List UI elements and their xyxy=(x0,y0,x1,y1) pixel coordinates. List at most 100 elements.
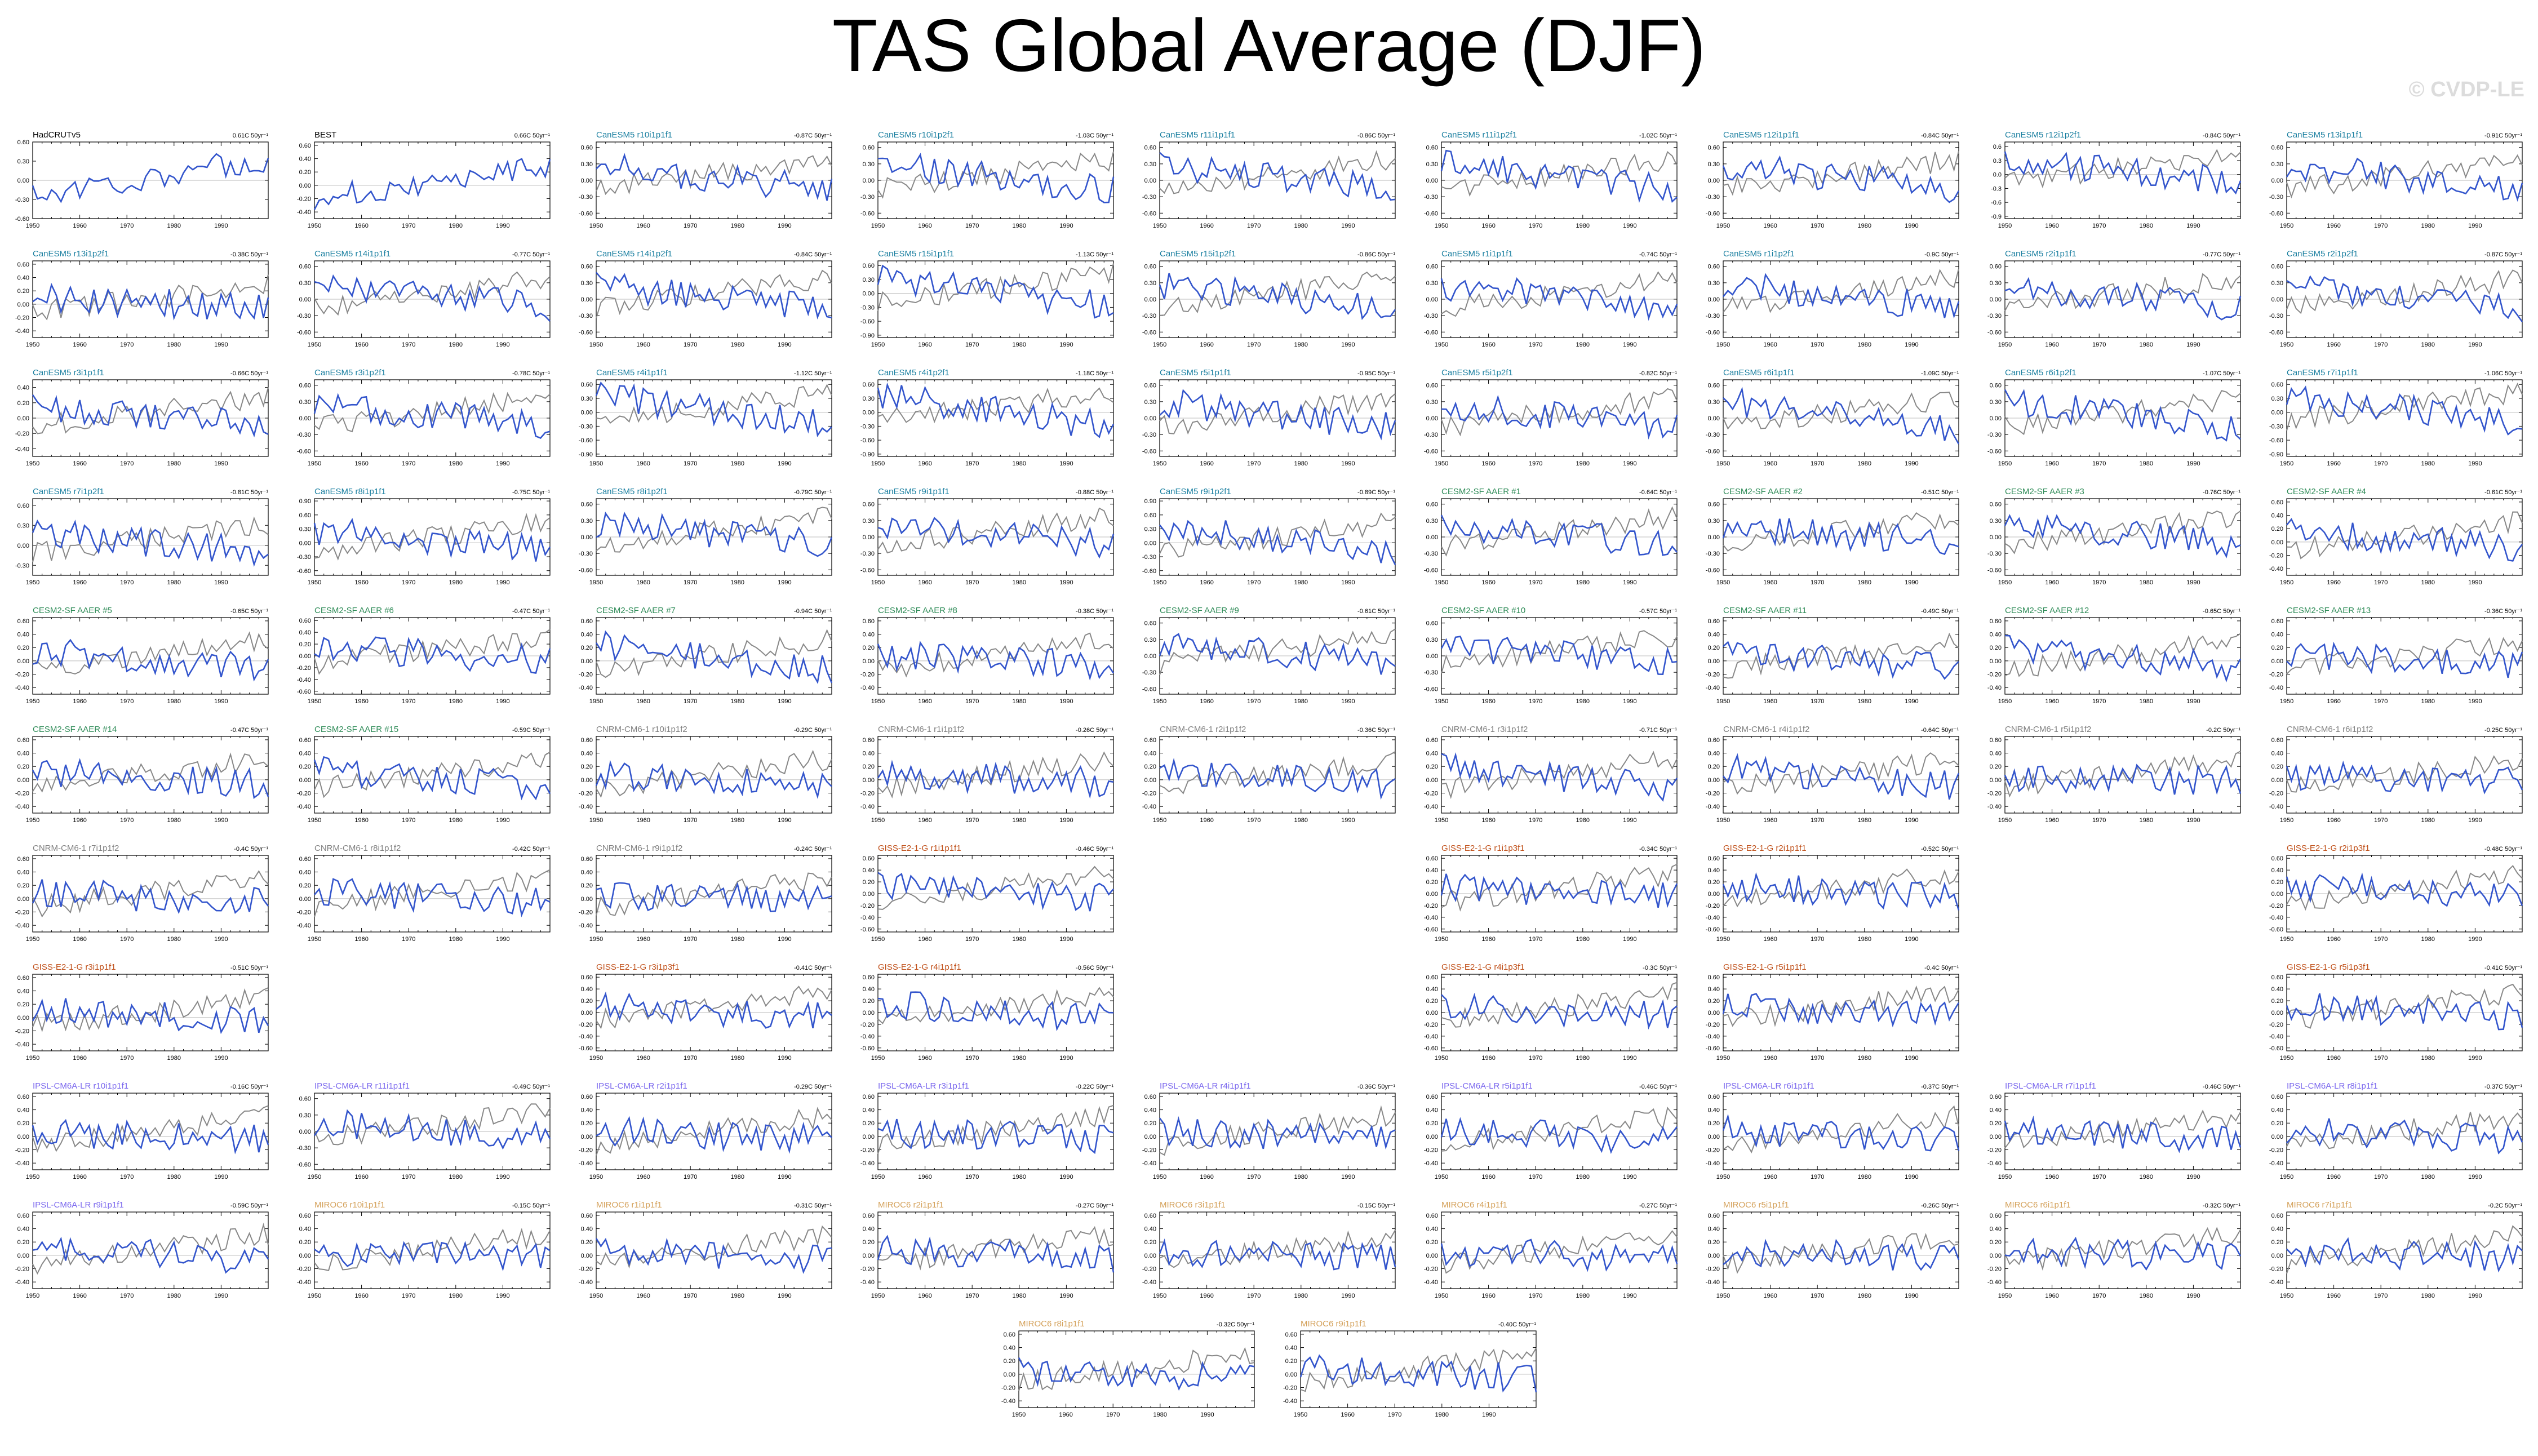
x-tick-label: 1980 xyxy=(449,936,463,943)
y-tick-label: 0.40 xyxy=(2271,751,2283,757)
y-tick-label: -0.60 xyxy=(15,216,29,223)
model-series-line xyxy=(1159,633,1396,675)
panel-label: CanESM5 r12i1p2f1 xyxy=(2005,130,2081,140)
y-tick-label: 0.00 xyxy=(299,415,311,422)
x-tick-label: 1990 xyxy=(1341,579,1355,586)
y-tick-label: 0.30 xyxy=(299,399,311,406)
y-tick-label: 0.00 xyxy=(1426,777,1438,784)
x-tick-label: 1960 xyxy=(1763,698,1777,705)
x-tick-label: 1960 xyxy=(636,579,650,586)
x-tick-label: 1990 xyxy=(778,817,791,824)
x-tick-label: 1950 xyxy=(1435,460,1448,467)
y-tick-label: 0.00 xyxy=(1990,658,2002,665)
panel-label: CanESM5 r8i1p2f1 xyxy=(596,487,668,496)
panel: 0.60 0.40 0.20 0.00 -0.20 -0.40 1950 1960 1970 19… xyxy=(579,606,833,705)
panel-plot: 0.60 0.40 0.20 0.00 -0.20 -0.40 1950 1960 1970 19… xyxy=(297,130,551,229)
x-tick-label: 1960 xyxy=(2045,341,2058,348)
y-tick-label: 0.00 xyxy=(1144,540,1156,547)
y-tick-label: 0.00 xyxy=(1708,891,1720,898)
model-series-line xyxy=(595,381,832,438)
panel-trend: -0.48C 50yr⁻¹ xyxy=(2484,846,2522,853)
y-tick-label: -0.30 xyxy=(1424,313,1438,319)
panel: 0.60 0.30 0.00 -0.30 -0.60 1950 1960 1970 1980 19… xyxy=(579,487,833,586)
x-tick-label: 1990 xyxy=(2186,817,2200,824)
y-tick-label: -0.60 xyxy=(1142,210,1156,217)
x-tick-label: 1970 xyxy=(1529,223,1542,229)
obs-series-line xyxy=(2004,273,2241,312)
x-tick-label: 1950 xyxy=(589,817,603,824)
y-tick-label: 0.40 xyxy=(17,385,29,392)
y-tick-label: 0.00 xyxy=(1708,534,1720,541)
y-tick-label: 0.00 xyxy=(17,301,29,308)
panel-trend: -0.24C 50yr⁻¹ xyxy=(794,846,832,853)
x-tick-label: 1990 xyxy=(1905,460,1918,467)
panel-trend: -0.61C 50yr⁻¹ xyxy=(1357,608,1395,615)
obs-series-line xyxy=(1723,512,1959,552)
y-tick-label: 0.60 xyxy=(1426,620,1438,627)
x-tick-label: 1980 xyxy=(731,817,744,824)
panel: 0.60 0.30 0.00 -0.30 -0.60 1950 1960 1970 1980 19… xyxy=(1987,249,2242,348)
y-tick-label: 0.30 xyxy=(17,522,29,529)
x-tick-label: 1980 xyxy=(2421,817,2435,824)
y-tick-label: 0.30 xyxy=(1990,280,2002,287)
y-tick-label: 0.20 xyxy=(17,763,29,770)
y-tick-label: -0.40 xyxy=(2269,804,2283,810)
panel-frame xyxy=(32,855,269,933)
x-tick-label: 1960 xyxy=(636,936,650,943)
x-tick-label: 1980 xyxy=(731,460,744,467)
panel: 0.6 0.3 0.0 -0.3 -0.6 -0.9 1950 1960 1970 1980 199… xyxy=(1991,130,2242,229)
y-tick-label: -0.20 xyxy=(2269,672,2283,678)
y-tick-label: -0.20 xyxy=(15,909,29,916)
panel-label: CanESM5 r5i1p2f1 xyxy=(1441,368,1513,378)
model-series-line xyxy=(2286,157,2523,202)
x-tick-label: 1960 xyxy=(2327,936,2340,943)
x-tick-label: 1950 xyxy=(1435,817,1448,824)
y-tick-label: -0.40 xyxy=(297,922,311,929)
panel: 0.60 0.30 0.00 -0.30 -0.60 1950 1960 1970 1980 19… xyxy=(1142,130,1396,229)
y-tick-label: 0.00 xyxy=(299,777,311,784)
obs-series-line xyxy=(32,752,269,793)
y-tick-label: 0.60 xyxy=(863,145,875,152)
x-tick-label: 1990 xyxy=(1905,341,1918,348)
y-tick-label: 0.60 xyxy=(299,856,311,863)
panel-plot: 0.60 0.30 0.00 -0.30 -0.60 -0.90 1950 1960 1970 1… xyxy=(860,368,1115,467)
y-tick-label: -0.60 xyxy=(579,567,593,574)
y-tick-label: 0.60 xyxy=(2271,618,2283,625)
y-tick-label: 0.20 xyxy=(1708,763,1720,770)
y-tick-label: 0.30 xyxy=(2271,161,2283,168)
panel: 0.60 0.30 0.00 -0.30 -0.60 -0.90 1950 1960 1970 1… xyxy=(860,368,1115,467)
obs-series-line xyxy=(1441,751,1678,800)
y-tick-label: -0.40 xyxy=(1706,685,1720,691)
x-tick-label: 1990 xyxy=(496,341,509,348)
panel-label: CESM2-SF AAER #3 xyxy=(2005,487,2084,496)
model-series-line xyxy=(1722,753,1960,800)
panel-label: GISS-E2-1-G r1i1p1f1 xyxy=(878,844,961,853)
y-tick-label: 0.00 xyxy=(299,540,311,547)
y-tick-label: 0.60 xyxy=(17,975,29,982)
x-tick-label: 1990 xyxy=(214,223,228,229)
y-tick-label: -0.30 xyxy=(297,313,311,319)
x-tick-label: 1950 xyxy=(1716,817,1730,824)
panel-trend: 0.61C 50yr⁻¹ xyxy=(233,132,269,139)
panel: 0.60 0.30 0.00 -0.30 -0.60 1950 1960 1970 1980 19… xyxy=(297,368,551,467)
y-tick-label: 0.60 xyxy=(1426,145,1438,152)
y-tick-label: 0.40 xyxy=(17,275,29,282)
panel-frame xyxy=(32,736,269,814)
x-tick-label: 1980 xyxy=(1576,698,1590,705)
obs-series-line xyxy=(32,274,269,321)
x-tick-label: 1970 xyxy=(1529,698,1542,705)
x-tick-label: 1990 xyxy=(1341,223,1355,229)
x-tick-label: 1950 xyxy=(1716,223,1730,229)
y-tick-label: 0.20 xyxy=(1426,879,1438,886)
panel-trend: -0.81C 50yr⁻¹ xyxy=(230,489,268,496)
x-tick-label: 1980 xyxy=(1858,698,1871,705)
x-tick-label: 1970 xyxy=(1811,223,1824,229)
x-tick-label: 1990 xyxy=(214,579,228,586)
panel-plot: 0.60 0.40 0.20 0.00 -0.20 -0.40 1950 1960 1970 19… xyxy=(15,249,269,348)
x-tick-label: 1970 xyxy=(2092,223,2106,229)
x-tick-label: 1950 xyxy=(308,936,321,943)
y-tick-label: 0.40 xyxy=(581,632,593,638)
